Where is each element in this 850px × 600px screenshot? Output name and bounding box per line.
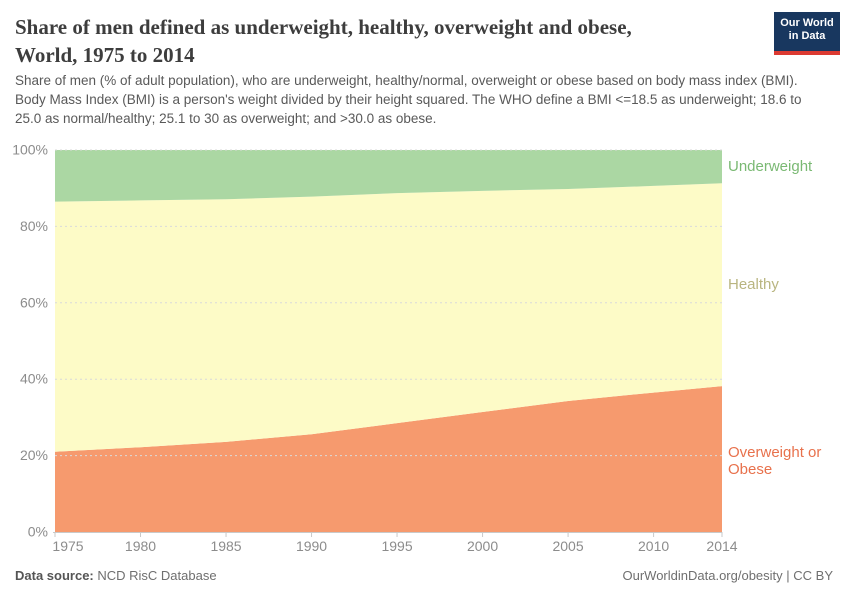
title-line-2: World, 1975 to 2014 [15, 43, 195, 67]
x-tick-label-2000: 2000 [467, 538, 498, 554]
logo-line-2: in Data [788, 30, 826, 42]
x-tick-label-1985: 1985 [210, 538, 241, 554]
data-source-value: NCD RisC Database [93, 568, 217, 583]
logo-line-1: Our World [780, 17, 834, 29]
title-line-1: Share of men defined as underweight, hea… [15, 15, 632, 39]
area-underweight [55, 150, 722, 202]
y-tick-label-40%: 40% [20, 371, 48, 387]
x-tick-label-1990: 1990 [296, 538, 327, 554]
x-tick-label-1980: 1980 [125, 538, 156, 554]
y-tick-label-80%: 80% [20, 218, 48, 234]
data-source-label: Data source: [15, 568, 94, 583]
y-tick-label-20%: 20% [20, 447, 48, 463]
page-title: Share of men defined as underweight, hea… [15, 13, 632, 69]
x-tick-label-1995: 1995 [381, 538, 412, 554]
x-tick-label-2010: 2010 [638, 538, 669, 554]
x-tick-label-2005: 2005 [552, 538, 583, 554]
y-tick-label-60%: 60% [20, 294, 48, 310]
series-label-overweight-or-obese: Overweight or Obese [728, 444, 821, 478]
area-healthy [55, 183, 722, 452]
data-source-note: Data source: NCD RisC Database [15, 568, 217, 583]
page-subtitle: Share of men (% of adult population), wh… [15, 73, 802, 126]
y-tick-label-100%: 100% [12, 142, 48, 158]
y-tick-label-0%: 0% [28, 524, 48, 540]
series-label-underweight: Underweight [728, 158, 813, 175]
attribution-note: OurWorldinData.org/obesity | CC BY [622, 568, 834, 583]
area-overweight-or-obese [55, 386, 722, 532]
series-label-healthy: Healthy [728, 276, 779, 293]
x-tick-label-2014: 2014 [706, 538, 737, 554]
owid-logo: Our World in Data [774, 12, 840, 55]
x-tick-label-1975: 1975 [52, 538, 83, 554]
